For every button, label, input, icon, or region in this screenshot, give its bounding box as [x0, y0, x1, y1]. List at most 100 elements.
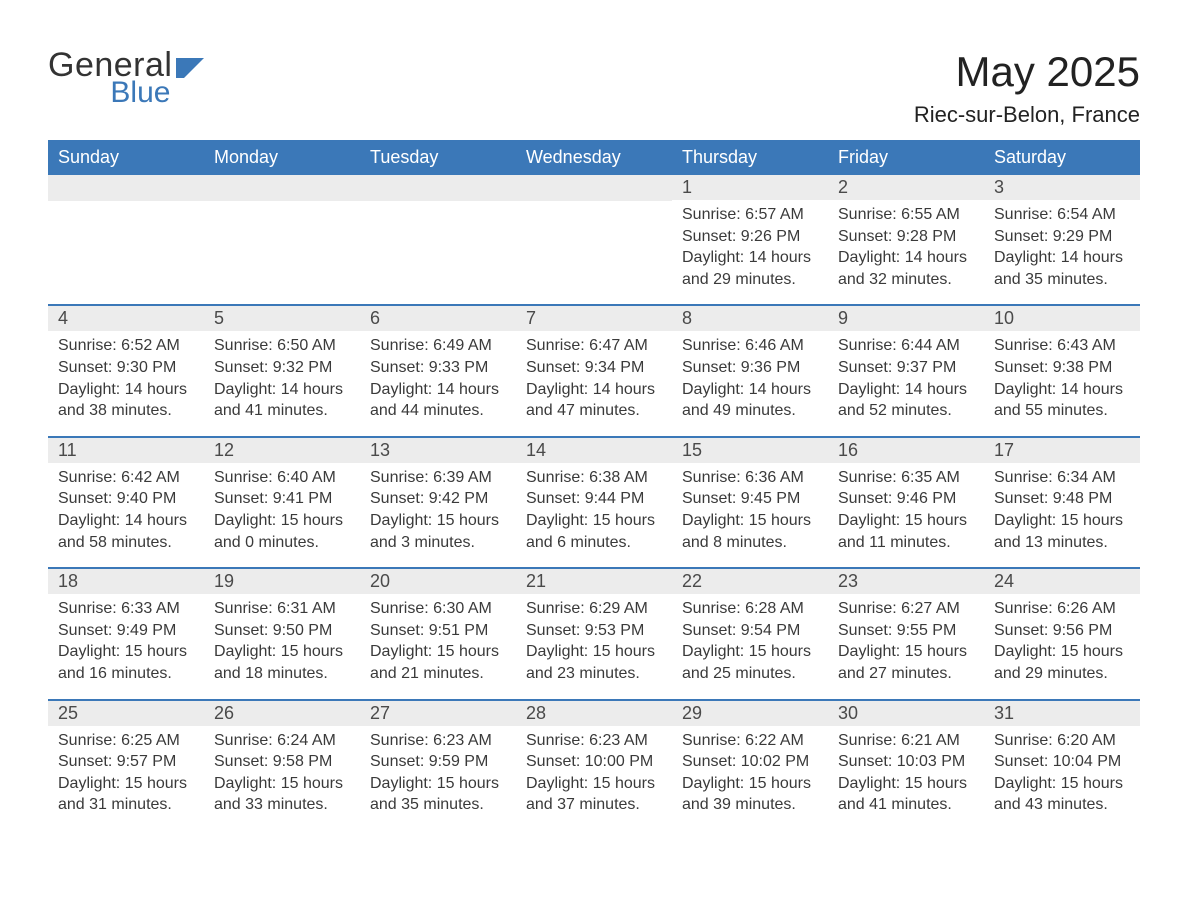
sunset-text: Sunset: 10:03 PM [838, 751, 974, 773]
day-body: Sunrise: 6:47 AMSunset: 9:34 PMDaylight:… [516, 331, 672, 435]
sunset-text: Sunset: 9:34 PM [526, 357, 662, 379]
daylight-line-1: Daylight: 15 hours [682, 641, 818, 663]
daylight-line-1: Daylight: 15 hours [526, 510, 662, 532]
weekday-header: Saturday [984, 140, 1140, 175]
day-body: Sunrise: 6:57 AMSunset: 9:26 PMDaylight:… [672, 200, 828, 304]
sunrise-text: Sunrise: 6:47 AM [526, 335, 662, 357]
day-body: Sunrise: 6:27 AMSunset: 9:55 PMDaylight:… [828, 594, 984, 698]
day-body: Sunrise: 6:25 AMSunset: 9:57 PMDaylight:… [48, 726, 204, 830]
daylight-line-1: Daylight: 15 hours [370, 641, 506, 663]
daylight-line-1: Daylight: 15 hours [682, 510, 818, 532]
daylight-line-2: and 6 minutes. [526, 532, 662, 554]
day-body: Sunrise: 6:29 AMSunset: 9:53 PMDaylight:… [516, 594, 672, 698]
day-body: Sunrise: 6:35 AMSunset: 9:46 PMDaylight:… [828, 463, 984, 567]
day-number: 12 [204, 438, 360, 463]
sunset-text: Sunset: 10:02 PM [682, 751, 818, 773]
day-body: Sunrise: 6:38 AMSunset: 9:44 PMDaylight:… [516, 463, 672, 567]
day-body: Sunrise: 6:49 AMSunset: 9:33 PMDaylight:… [360, 331, 516, 435]
day-body [204, 201, 360, 219]
daylight-line-2: and 3 minutes. [370, 532, 506, 554]
day-body: Sunrise: 6:33 AMSunset: 9:49 PMDaylight:… [48, 594, 204, 698]
day-body: Sunrise: 6:52 AMSunset: 9:30 PMDaylight:… [48, 331, 204, 435]
flag-icon [176, 54, 214, 85]
day-cell [48, 175, 204, 304]
day-body: Sunrise: 6:42 AMSunset: 9:40 PMDaylight:… [48, 463, 204, 567]
day-body [516, 201, 672, 219]
week-row: 25Sunrise: 6:25 AMSunset: 9:57 PMDayligh… [48, 699, 1140, 830]
day-cell: 2Sunrise: 6:55 AMSunset: 9:28 PMDaylight… [828, 175, 984, 304]
sunrise-text: Sunrise: 6:43 AM [994, 335, 1130, 357]
brand-word-blue: Blue [48, 78, 172, 108]
sunrise-text: Sunrise: 6:26 AM [994, 598, 1130, 620]
day-cell: 17Sunrise: 6:34 AMSunset: 9:48 PMDayligh… [984, 438, 1140, 567]
sunset-text: Sunset: 9:50 PM [214, 620, 350, 642]
day-body: Sunrise: 6:34 AMSunset: 9:48 PMDaylight:… [984, 463, 1140, 567]
daylight-line-1: Daylight: 15 hours [838, 641, 974, 663]
day-body: Sunrise: 6:28 AMSunset: 9:54 PMDaylight:… [672, 594, 828, 698]
sunrise-text: Sunrise: 6:22 AM [682, 730, 818, 752]
sunset-text: Sunset: 10:00 PM [526, 751, 662, 773]
day-body: Sunrise: 6:24 AMSunset: 9:58 PMDaylight:… [204, 726, 360, 830]
daylight-line-1: Daylight: 15 hours [838, 510, 974, 532]
sunrise-text: Sunrise: 6:25 AM [58, 730, 194, 752]
sunset-text: Sunset: 9:59 PM [370, 751, 506, 773]
sunset-text: Sunset: 9:54 PM [682, 620, 818, 642]
sunrise-text: Sunrise: 6:57 AM [682, 204, 818, 226]
day-body: Sunrise: 6:22 AMSunset: 10:02 PMDaylight… [672, 726, 828, 830]
day-body: Sunrise: 6:40 AMSunset: 9:41 PMDaylight:… [204, 463, 360, 567]
day-body: Sunrise: 6:21 AMSunset: 10:03 PMDaylight… [828, 726, 984, 830]
day-cell: 25Sunrise: 6:25 AMSunset: 9:57 PMDayligh… [48, 701, 204, 830]
day-cell: 18Sunrise: 6:33 AMSunset: 9:49 PMDayligh… [48, 569, 204, 698]
sunset-text: Sunset: 10:04 PM [994, 751, 1130, 773]
day-cell: 30Sunrise: 6:21 AMSunset: 10:03 PMDaylig… [828, 701, 984, 830]
weekday-header: Wednesday [516, 140, 672, 175]
brand-logo-text: General Blue [48, 48, 172, 108]
sunrise-text: Sunrise: 6:36 AM [682, 467, 818, 489]
sunset-text: Sunset: 9:45 PM [682, 488, 818, 510]
day-number: 6 [360, 306, 516, 331]
daylight-line-2: and 33 minutes. [214, 794, 350, 816]
day-number: 17 [984, 438, 1140, 463]
day-number: 19 [204, 569, 360, 594]
day-number: 7 [516, 306, 672, 331]
title-block: May 2025 Riec-sur-Belon, France [914, 48, 1140, 128]
daylight-line-2: and 41 minutes. [214, 400, 350, 422]
day-cell: 15Sunrise: 6:36 AMSunset: 9:45 PMDayligh… [672, 438, 828, 567]
day-number: 2 [828, 175, 984, 200]
day-body: Sunrise: 6:23 AMSunset: 9:59 PMDaylight:… [360, 726, 516, 830]
daylight-line-2: and 55 minutes. [994, 400, 1130, 422]
day-number: 21 [516, 569, 672, 594]
daylight-line-1: Daylight: 14 hours [370, 379, 506, 401]
day-body: Sunrise: 6:43 AMSunset: 9:38 PMDaylight:… [984, 331, 1140, 435]
daylight-line-2: and 35 minutes. [994, 269, 1130, 291]
daylight-line-2: and 29 minutes. [994, 663, 1130, 685]
day-cell: 26Sunrise: 6:24 AMSunset: 9:58 PMDayligh… [204, 701, 360, 830]
daylight-line-2: and 43 minutes. [994, 794, 1130, 816]
daylight-line-2: and 23 minutes. [526, 663, 662, 685]
day-number: 24 [984, 569, 1140, 594]
daylight-line-1: Daylight: 14 hours [838, 379, 974, 401]
sunrise-text: Sunrise: 6:24 AM [214, 730, 350, 752]
header: General Blue May 2025 Riec-sur-Belon, Fr… [48, 48, 1140, 128]
day-number: 9 [828, 306, 984, 331]
sunset-text: Sunset: 9:51 PM [370, 620, 506, 642]
day-body: Sunrise: 6:26 AMSunset: 9:56 PMDaylight:… [984, 594, 1140, 698]
sunset-text: Sunset: 9:26 PM [682, 226, 818, 248]
weeks-container: 1Sunrise: 6:57 AMSunset: 9:26 PMDaylight… [48, 175, 1140, 830]
daylight-line-2: and 49 minutes. [682, 400, 818, 422]
daylight-line-1: Daylight: 15 hours [370, 773, 506, 795]
page-subtitle: Riec-sur-Belon, France [914, 102, 1140, 128]
sunrise-text: Sunrise: 6:27 AM [838, 598, 974, 620]
daylight-line-2: and 8 minutes. [682, 532, 818, 554]
daylight-line-2: and 52 minutes. [838, 400, 974, 422]
page-title: May 2025 [914, 48, 1140, 96]
day-cell [516, 175, 672, 304]
day-cell: 8Sunrise: 6:46 AMSunset: 9:36 PMDaylight… [672, 306, 828, 435]
day-number: 5 [204, 306, 360, 331]
day-body: Sunrise: 6:44 AMSunset: 9:37 PMDaylight:… [828, 331, 984, 435]
sunrise-text: Sunrise: 6:54 AM [994, 204, 1130, 226]
day-cell: 3Sunrise: 6:54 AMSunset: 9:29 PMDaylight… [984, 175, 1140, 304]
page: General Blue May 2025 Riec-sur-Belon, Fr… [0, 0, 1188, 870]
sunset-text: Sunset: 9:42 PM [370, 488, 506, 510]
daylight-line-1: Daylight: 14 hours [994, 247, 1130, 269]
